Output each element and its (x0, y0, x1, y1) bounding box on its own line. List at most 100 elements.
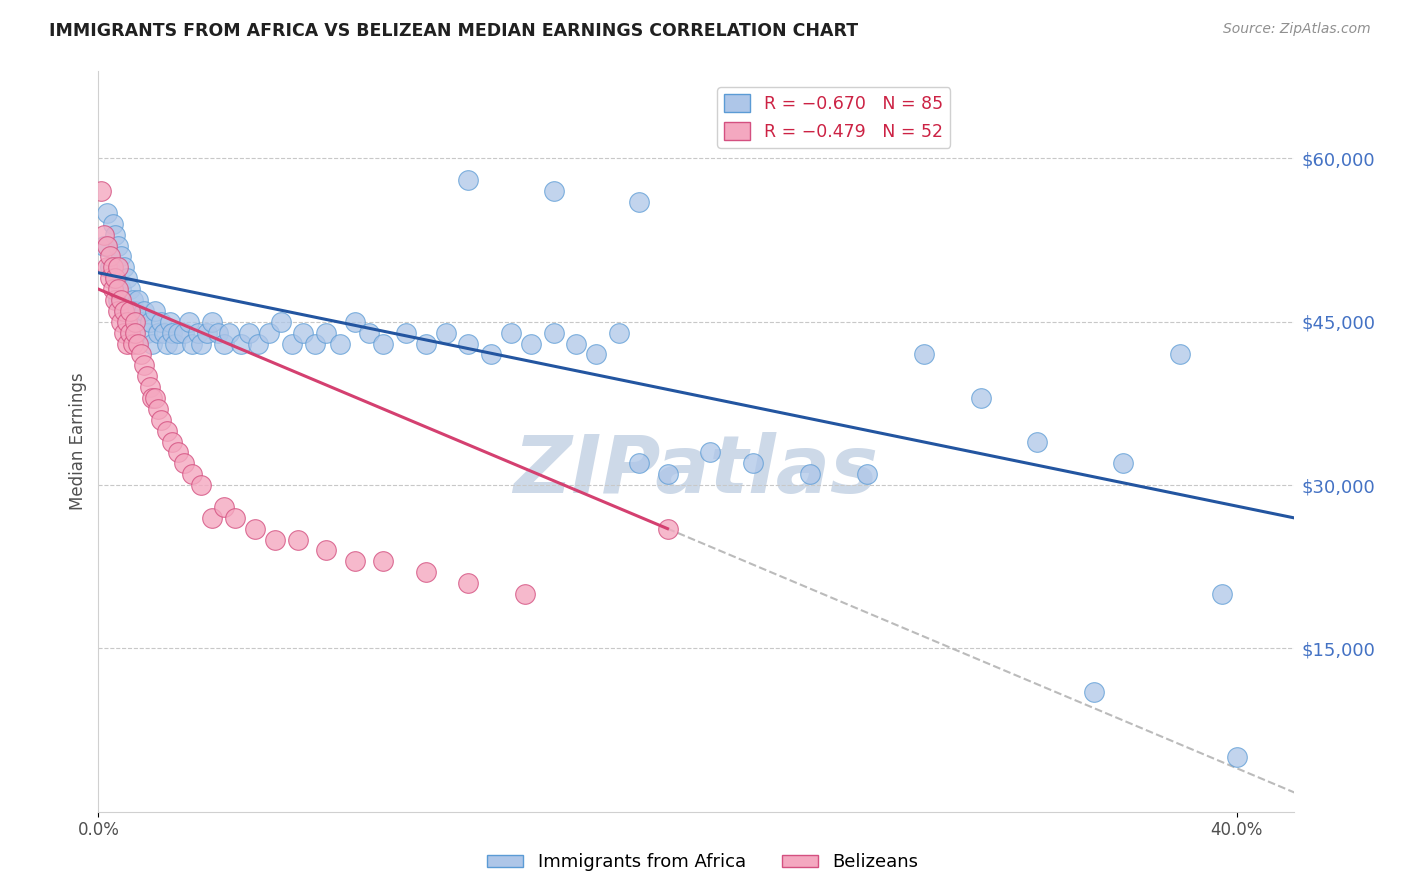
Point (121, 336, 143, 351)
Point (292, 326, 315, 340)
Point (565, 336, 588, 351)
Point (124, 326, 146, 340)
Point (138, 380, 160, 394)
Point (585, 347, 607, 361)
Point (143, 304, 166, 318)
Point (699, 445, 721, 459)
Point (162, 326, 184, 340)
Point (112, 304, 135, 318)
Point (104, 271, 127, 285)
Point (156, 336, 179, 351)
Point (129, 347, 152, 361)
Point (479, 347, 502, 361)
Point (281, 336, 304, 351)
Point (127, 336, 149, 351)
Point (96, 238, 118, 252)
Point (107, 304, 129, 318)
Text: IMMIGRANTS FROM AFRICA VS BELIZEAN MEDIAN EARNINGS CORRELATION CHART: IMMIGRANTS FROM AFRICA VS BELIZEAN MEDIA… (49, 22, 858, 40)
Point (129, 315, 152, 329)
Point (148, 326, 170, 340)
Point (156, 424, 179, 438)
Point (201, 510, 224, 524)
Point (112, 326, 135, 340)
Point (121, 304, 143, 318)
Point (165, 336, 187, 351)
Point (107, 293, 129, 307)
Point (912, 347, 935, 361)
Point (270, 315, 292, 329)
Point (98, 260, 121, 275)
Point (1226, 750, 1249, 764)
Legend: Immigrants from Africa, Belizeans: Immigrants from Africa, Belizeans (479, 847, 927, 879)
Point (110, 315, 132, 329)
Point (315, 543, 337, 558)
Point (371, 554, 394, 568)
Text: ZIPatlas: ZIPatlas (513, 432, 879, 510)
Point (181, 467, 204, 482)
Point (343, 315, 366, 329)
Point (118, 282, 141, 296)
Point (499, 326, 522, 340)
Point (141, 391, 163, 405)
Point (115, 336, 138, 351)
Point (212, 500, 235, 514)
Point (159, 315, 181, 329)
Point (115, 271, 138, 285)
Point (1083, 685, 1105, 699)
Point (98, 271, 121, 285)
Point (371, 336, 394, 351)
Point (124, 304, 146, 318)
Point (148, 401, 170, 416)
Point (93, 238, 115, 252)
Point (112, 260, 135, 275)
Point (218, 326, 240, 340)
Point (195, 326, 218, 340)
Point (457, 576, 479, 591)
Point (96, 260, 118, 275)
Point (607, 326, 630, 340)
Point (201, 315, 224, 329)
Point (118, 304, 141, 318)
Point (150, 413, 173, 427)
Point (132, 359, 155, 373)
Point (315, 326, 337, 340)
Point (212, 336, 235, 351)
Point (357, 326, 380, 340)
Point (107, 260, 129, 275)
Point (93, 227, 115, 242)
Point (90, 184, 112, 198)
Point (173, 326, 195, 340)
Point (229, 336, 252, 351)
Point (628, 456, 651, 470)
Point (124, 315, 146, 329)
Text: Source: ZipAtlas.com: Source: ZipAtlas.com (1223, 22, 1371, 37)
Point (104, 271, 127, 285)
Point (101, 260, 124, 275)
Point (141, 336, 163, 351)
Point (969, 391, 991, 405)
Point (115, 315, 138, 329)
Point (104, 293, 127, 307)
Point (1168, 347, 1191, 361)
Point (162, 434, 184, 449)
Point (98, 250, 121, 264)
Point (110, 250, 132, 264)
Point (107, 282, 129, 296)
Point (110, 293, 132, 307)
Point (143, 391, 166, 405)
Point (343, 554, 366, 568)
Point (127, 293, 149, 307)
Point (304, 336, 326, 351)
Point (121, 293, 143, 307)
Point (118, 326, 141, 340)
Y-axis label: Median Earnings: Median Earnings (69, 373, 87, 510)
Point (657, 522, 679, 536)
Point (257, 326, 280, 340)
Point (207, 326, 229, 340)
Point (799, 467, 821, 482)
Point (135, 326, 157, 340)
Point (543, 184, 565, 198)
Point (395, 326, 418, 340)
Point (118, 326, 141, 340)
Point (115, 315, 138, 329)
